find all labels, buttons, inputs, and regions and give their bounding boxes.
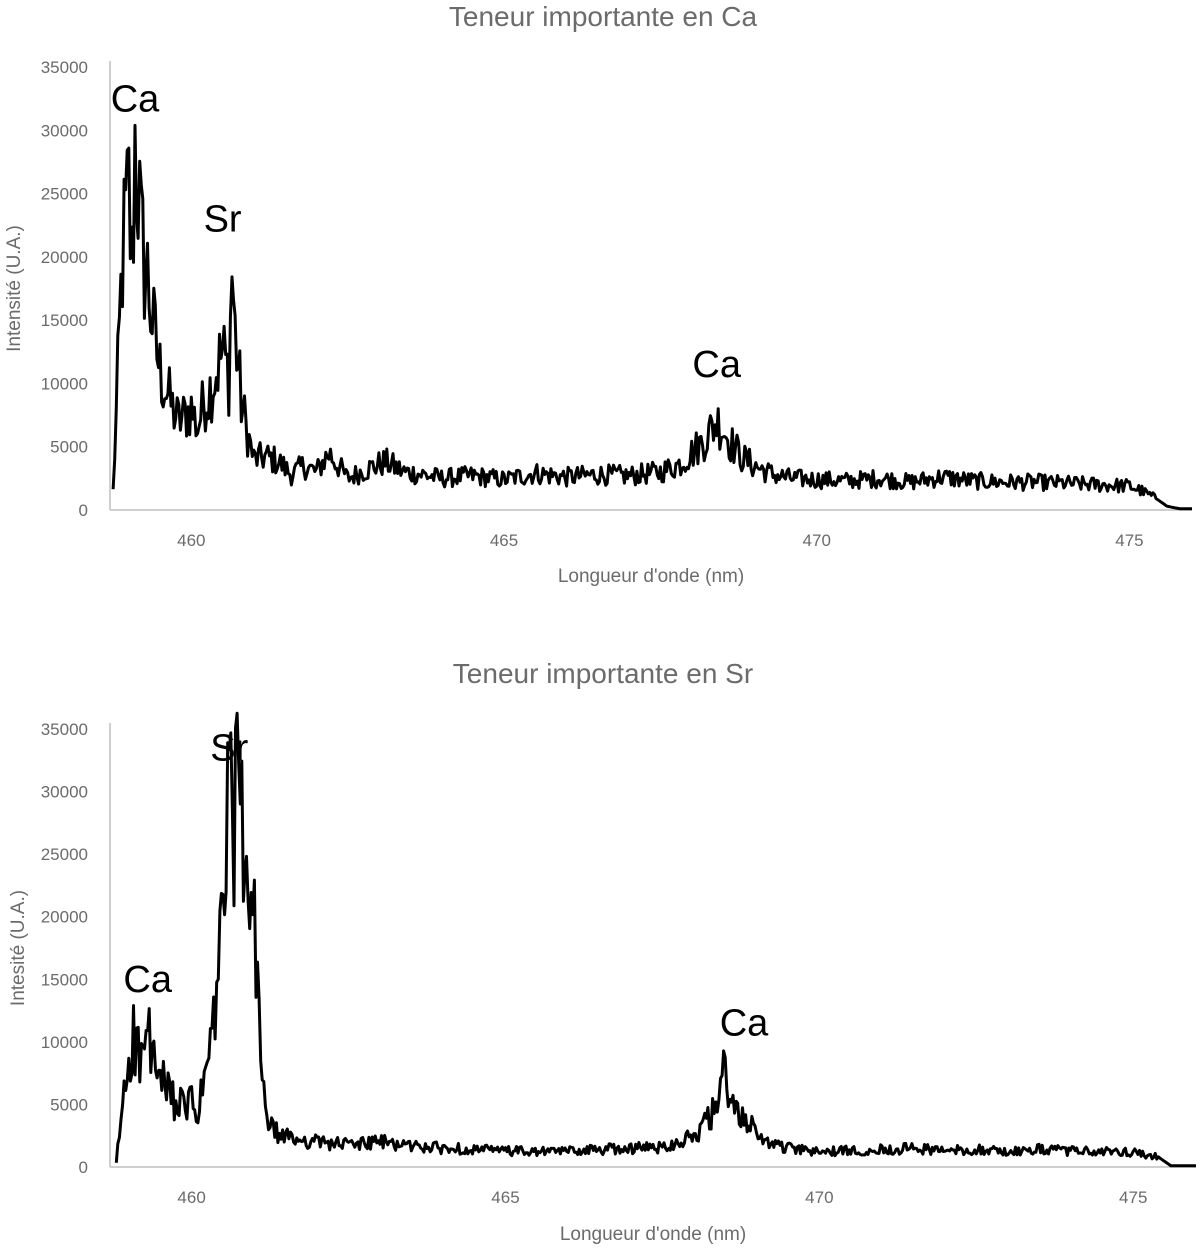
y-tick-label: 5000 <box>50 1095 88 1114</box>
x-tick-label: 460 <box>177 531 205 550</box>
peak-labels: Ca Sr Ca <box>111 78 742 386</box>
peak-label: Sr <box>204 199 242 241</box>
spectrum-line <box>111 123 1192 511</box>
y-tick-label: 30000 <box>41 783 88 802</box>
y-axis-label: Intesité (U.A.) <box>8 890 29 1006</box>
chart-top: Teneur importante en Ca 0 5000 10000 15000 2… <box>0 0 1200 620</box>
peak-label: Ca <box>692 344 741 386</box>
y-tick-label: 25000 <box>41 185 88 204</box>
y-tick-label: 5000 <box>50 438 88 457</box>
y-tick-label: 15000 <box>41 311 88 330</box>
x-tick-labels: 460 465 470 475 <box>177 1188 1147 1207</box>
x-tick-label: 460 <box>177 1188 205 1207</box>
y-tick-labels: 0 5000 10000 15000 20000 25000 30000 35000 <box>41 720 88 1177</box>
chart-title: Teneur importante en Sr <box>453 658 753 689</box>
peak-labels: Sr Ca Ca <box>123 727 769 1044</box>
y-tick-label: 20000 <box>41 248 88 267</box>
chart-bottom: Teneur importante en Sr 0 5000 10000 15000 2… <box>0 655 1200 1249</box>
chart-bottom-svg: Teneur importante en Sr 0 5000 10000 15000 2… <box>8 658 1196 1245</box>
y-axis-label: Intensité (U.A.) <box>4 225 25 352</box>
y-tick-label: 35000 <box>41 58 88 77</box>
chart-title: Teneur importante en Ca <box>449 1 758 32</box>
x-tick-labels: 460 465 470 475 <box>177 531 1144 550</box>
x-axis-label: Longueur d'onde (nm) <box>558 566 744 587</box>
y-tick-label: 20000 <box>41 908 88 927</box>
y-tick-label: 15000 <box>41 970 88 989</box>
y-tick-label: 25000 <box>41 845 88 864</box>
x-tick-label: 470 <box>803 531 831 550</box>
peak-label: Ca <box>111 78 160 120</box>
x-tick-label: 475 <box>1119 1188 1147 1207</box>
peak-label: Ca <box>123 959 172 1001</box>
y-tick-label: 0 <box>79 501 88 520</box>
chart-top-svg: Teneur importante en Ca 0 5000 10000 15000 2… <box>4 1 1192 587</box>
spectrum-line <box>114 711 1196 1168</box>
peak-label: Sr <box>210 727 248 769</box>
x-tick-label: 465 <box>490 531 518 550</box>
peak-label: Ca <box>720 1003 769 1045</box>
x-tick-label: 465 <box>491 1188 519 1207</box>
y-tick-labels: 0 5000 10000 15000 20000 25000 30000 35000 <box>41 58 88 520</box>
y-tick-label: 0 <box>79 1158 88 1177</box>
x-tick-label: 470 <box>805 1188 833 1207</box>
x-axis-label: Longueur d'onde (nm) <box>560 1224 746 1245</box>
y-tick-label: 10000 <box>41 1033 88 1052</box>
y-tick-label: 10000 <box>41 374 88 393</box>
y-tick-label: 35000 <box>41 720 88 739</box>
x-tick-label: 475 <box>1115 531 1143 550</box>
y-tick-label: 30000 <box>41 121 88 140</box>
